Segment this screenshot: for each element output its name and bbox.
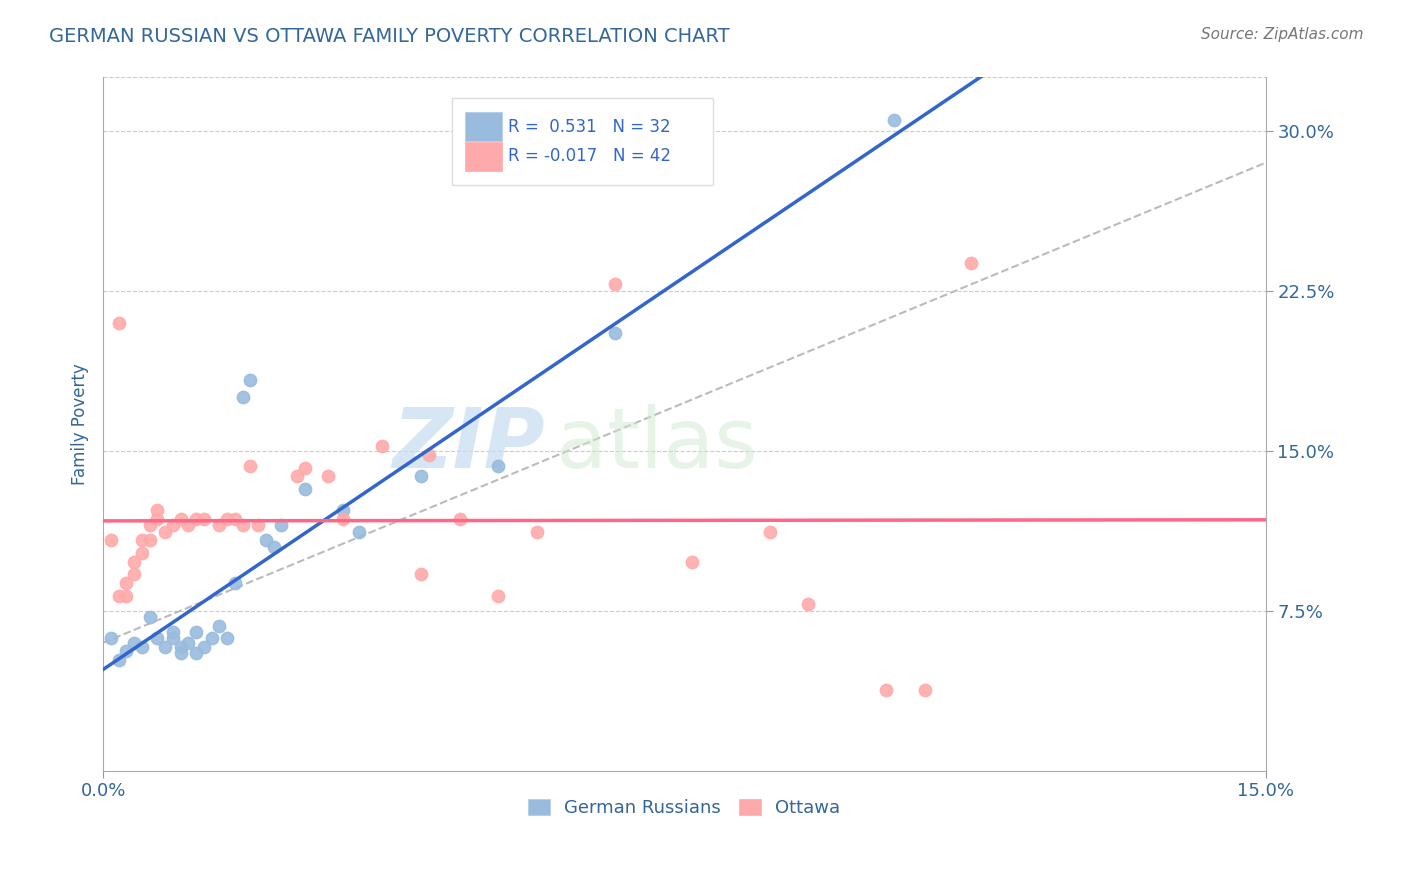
Point — [169, 646, 191, 660]
Point — [486, 589, 509, 603]
Point — [332, 503, 354, 517]
Point — [100, 632, 122, 646]
Point — [146, 512, 169, 526]
Point — [797, 597, 820, 611]
Point — [270, 518, 292, 533]
Point — [603, 277, 626, 292]
Point — [232, 391, 254, 405]
Point — [169, 512, 191, 526]
Point — [914, 682, 936, 697]
Point — [193, 512, 215, 526]
Point — [294, 460, 316, 475]
Text: R = -0.017   N = 42: R = -0.017 N = 42 — [508, 147, 671, 166]
Point — [254, 533, 277, 548]
Point — [347, 524, 370, 539]
FancyBboxPatch shape — [464, 142, 502, 171]
Point — [758, 524, 780, 539]
Point — [122, 636, 145, 650]
Point — [162, 632, 184, 646]
Point — [122, 567, 145, 582]
FancyBboxPatch shape — [464, 112, 502, 141]
Point — [138, 533, 160, 548]
Point — [177, 518, 200, 533]
Point — [232, 518, 254, 533]
Point — [449, 512, 471, 526]
Point — [138, 518, 160, 533]
Point — [153, 524, 176, 539]
Point — [526, 524, 548, 539]
Point — [122, 555, 145, 569]
Point — [371, 440, 394, 454]
Point — [138, 610, 160, 624]
Text: atlas: atlas — [557, 404, 758, 485]
Point — [193, 640, 215, 654]
Point — [131, 640, 153, 654]
Text: R =  0.531   N = 32: R = 0.531 N = 32 — [508, 118, 671, 136]
FancyBboxPatch shape — [451, 98, 713, 185]
Point — [239, 458, 262, 473]
Point — [208, 618, 231, 632]
Point — [603, 326, 626, 341]
Point — [146, 632, 169, 646]
Point — [115, 589, 138, 603]
Point — [224, 576, 246, 591]
Text: GERMAN RUSSIAN VS OTTAWA FAMILY POVERTY CORRELATION CHART: GERMAN RUSSIAN VS OTTAWA FAMILY POVERTY … — [49, 27, 730, 45]
Point — [217, 512, 239, 526]
Point — [146, 503, 169, 517]
Point — [239, 373, 262, 387]
Point — [875, 682, 897, 697]
Text: Source: ZipAtlas.com: Source: ZipAtlas.com — [1201, 27, 1364, 42]
Point — [177, 636, 200, 650]
Legend: German Russians, Ottawa: German Russians, Ottawa — [522, 791, 848, 824]
Point — [418, 448, 440, 462]
Point — [332, 512, 354, 526]
Point — [107, 653, 129, 667]
Point — [184, 625, 207, 640]
Point — [107, 316, 129, 330]
Point — [169, 640, 191, 654]
Point — [100, 533, 122, 548]
Y-axis label: Family Poverty: Family Poverty — [72, 363, 89, 485]
Point — [107, 589, 129, 603]
Point — [960, 256, 983, 270]
Text: ZIP: ZIP — [392, 404, 546, 485]
Point — [285, 469, 308, 483]
Point — [115, 576, 138, 591]
Point — [217, 632, 239, 646]
Point — [486, 458, 509, 473]
Point — [184, 512, 207, 526]
Point — [294, 482, 316, 496]
Point — [153, 640, 176, 654]
Point — [316, 469, 339, 483]
Point — [681, 555, 703, 569]
Point — [409, 567, 432, 582]
Point — [263, 540, 285, 554]
Point — [224, 512, 246, 526]
Point — [184, 646, 207, 660]
Point — [409, 469, 432, 483]
Point — [162, 625, 184, 640]
Point — [115, 644, 138, 658]
Point — [162, 518, 184, 533]
Point — [131, 546, 153, 560]
Point — [201, 632, 224, 646]
Point — [883, 113, 905, 128]
Point — [247, 518, 270, 533]
Point — [208, 518, 231, 533]
Point — [131, 533, 153, 548]
